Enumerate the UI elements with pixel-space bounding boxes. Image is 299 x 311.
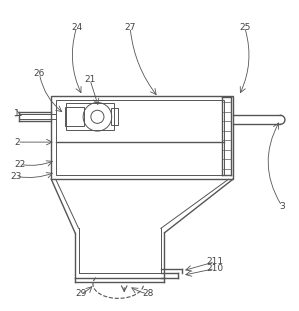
Bar xyxy=(65,107,84,126)
Text: 211: 211 xyxy=(206,257,224,266)
Text: 3: 3 xyxy=(279,202,285,211)
Text: 25: 25 xyxy=(239,23,251,32)
Text: 24: 24 xyxy=(71,23,82,32)
Text: 1: 1 xyxy=(14,109,20,118)
Text: 27: 27 xyxy=(124,23,136,32)
Text: 28: 28 xyxy=(142,290,154,298)
Text: 22: 22 xyxy=(14,160,26,169)
Text: 2: 2 xyxy=(14,137,20,146)
Bar xyxy=(66,104,114,130)
Text: 26: 26 xyxy=(34,69,45,78)
Text: 210: 210 xyxy=(206,264,224,273)
Bar xyxy=(51,96,233,179)
Text: 23: 23 xyxy=(10,172,22,181)
Text: 29: 29 xyxy=(75,290,87,298)
Bar xyxy=(111,109,118,125)
Bar xyxy=(56,100,224,175)
Text: 21: 21 xyxy=(84,75,96,84)
